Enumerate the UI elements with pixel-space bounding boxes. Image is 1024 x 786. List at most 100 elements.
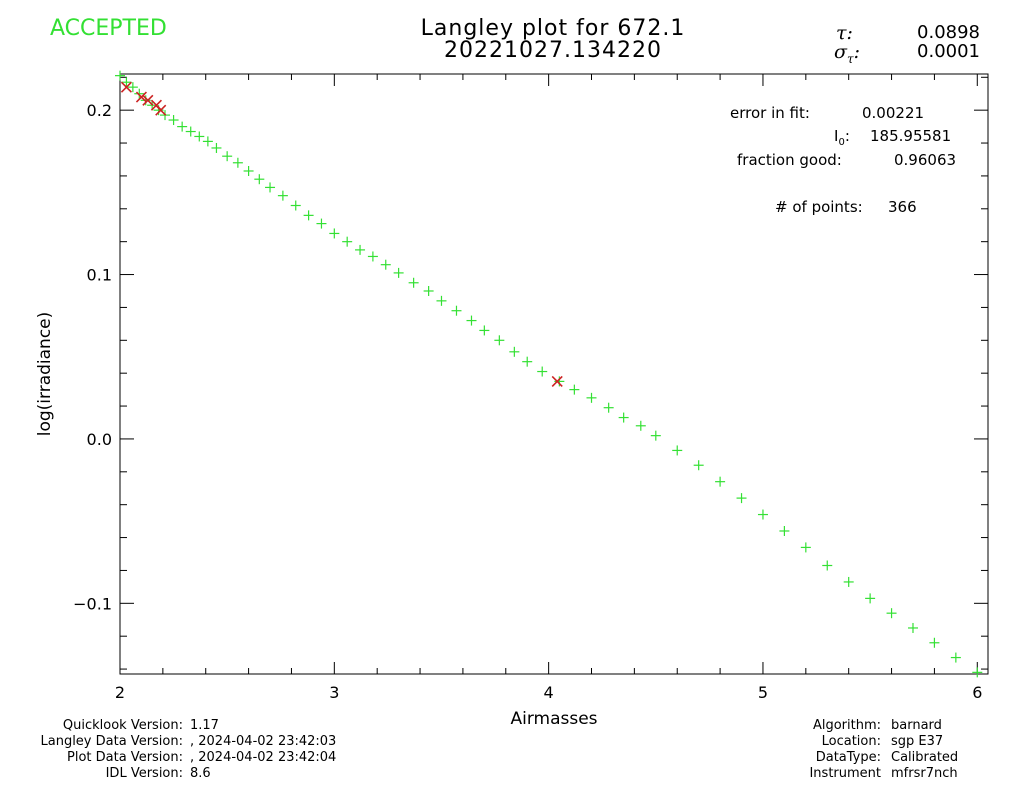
data-point-accepted xyxy=(479,325,490,336)
data-point-accepted xyxy=(194,131,205,142)
data-point-accepted xyxy=(779,525,790,536)
data-point-accepted xyxy=(127,82,138,93)
data-point-accepted xyxy=(303,210,314,221)
i0-value: 185.95581 xyxy=(870,127,952,145)
i0-colon: : xyxy=(844,127,850,145)
data-point-accepted xyxy=(693,460,704,471)
data-point-accepted xyxy=(843,576,854,587)
datatype-value: Calibrated xyxy=(891,750,959,765)
data-point-accepted xyxy=(290,200,301,211)
datatype-label: DataType: xyxy=(815,750,881,765)
location-label: Location: xyxy=(821,734,881,749)
x-axis-label: Airmasses xyxy=(510,709,597,729)
instrument-value: mfrsr7nch xyxy=(891,766,958,781)
y-tick-label: −0.1 xyxy=(73,594,112,613)
data-point-rejected xyxy=(135,91,147,103)
x-tick-label: 4 xyxy=(544,683,554,702)
sigma-symbol: σ xyxy=(834,41,847,63)
chart-subtitle: 20221027.134220 xyxy=(444,38,662,63)
data-point-accepted xyxy=(522,356,533,367)
x-tick-label: 2 xyxy=(115,683,125,702)
data-point-accepted xyxy=(822,560,833,571)
status-accepted: ACCEPTED xyxy=(50,16,167,41)
fraction-good-value: 0.96063 xyxy=(894,151,957,169)
fraction-good-label: fraction good: xyxy=(737,151,842,169)
data-point-accepted xyxy=(672,445,683,456)
y-axis-label: log(irradiance) xyxy=(35,312,55,437)
data-point-accepted xyxy=(232,157,243,168)
data-point-rejected xyxy=(155,104,167,116)
data-point-accepted xyxy=(254,174,265,185)
data-point-accepted xyxy=(586,392,597,403)
data-point-accepted xyxy=(316,218,327,229)
data-point-accepted xyxy=(865,593,876,604)
data-point-accepted xyxy=(907,622,918,633)
data-point-accepted xyxy=(243,165,254,176)
x-tick-label: 3 xyxy=(329,683,339,702)
data-point-accepted xyxy=(554,376,565,387)
points-count-label: # of points: xyxy=(775,198,863,216)
langley-data-version-value: , 2024-04-02 23:42:03 xyxy=(190,734,337,749)
y-tick-label: 0.1 xyxy=(87,266,112,285)
location-value: sgp E37 xyxy=(891,734,944,749)
data-point-accepted xyxy=(537,366,548,377)
data-points xyxy=(115,70,983,678)
y-tick-label: 0.2 xyxy=(87,101,112,120)
data-point-accepted xyxy=(618,412,629,423)
data-point-accepted xyxy=(380,259,391,270)
algorithm-label: Algorithm: xyxy=(812,718,881,733)
data-point-accepted xyxy=(342,236,353,247)
data-point-accepted xyxy=(603,402,614,413)
data-point-accepted xyxy=(408,277,419,288)
sigma-colon: : xyxy=(853,41,861,63)
data-point-accepted xyxy=(277,190,288,201)
data-point-accepted xyxy=(265,182,276,193)
x-tick-label: 5 xyxy=(758,683,768,702)
data-point-accepted xyxy=(367,251,378,262)
data-point-accepted xyxy=(185,126,196,137)
algorithm-value: barnard xyxy=(891,718,942,733)
data-point-accepted xyxy=(222,151,233,162)
chart-title: Langley plot for 672.1 xyxy=(420,16,686,41)
data-point-accepted xyxy=(466,315,477,326)
axis-ticks xyxy=(119,74,988,674)
data-point-accepted xyxy=(950,652,961,663)
data-point-accepted xyxy=(635,420,646,431)
x-tick-label: 6 xyxy=(972,683,982,702)
data-point-accepted xyxy=(509,346,520,357)
data-point-accepted xyxy=(800,542,811,553)
plot-data-version-label: Plot Data Version: xyxy=(67,750,183,765)
data-point-accepted xyxy=(757,509,768,520)
i0-label: I0: xyxy=(834,127,850,148)
data-point-rejected xyxy=(142,94,154,106)
data-point-accepted xyxy=(451,305,462,316)
data-point-accepted xyxy=(329,228,340,239)
axis-tick-labels: 2 3 4 5 6 −0.1 0.0 0.1 0.2 xyxy=(73,101,982,702)
data-point-accepted xyxy=(134,88,145,99)
data-point-accepted xyxy=(494,335,505,346)
data-point-accepted xyxy=(115,70,125,81)
tau-value: 0.0898 xyxy=(917,22,980,43)
data-point-accepted xyxy=(436,295,447,306)
sigma-subscript: τ xyxy=(846,51,854,66)
idl-version-value: 8.6 xyxy=(190,766,211,781)
data-point-rejected xyxy=(551,375,563,387)
data-point-accepted xyxy=(202,136,213,147)
tau-label: τ: xyxy=(836,22,853,44)
langley-data-version-label: Langley Data Version: xyxy=(40,734,184,749)
sigma-tau-label: στ: xyxy=(834,41,860,66)
quicklook-version-value: 1.17 xyxy=(190,718,219,733)
data-point-accepted xyxy=(168,115,179,126)
i0-letter: I xyxy=(834,127,839,145)
idl-version-label: IDL Version: xyxy=(105,766,183,781)
data-point-accepted xyxy=(423,285,434,296)
error-in-fit-value: 0.00221 xyxy=(862,104,925,122)
y-tick-label: 0.0 xyxy=(87,430,112,449)
sigma-tau-value: 0.0001 xyxy=(917,41,980,62)
data-point-accepted xyxy=(393,267,404,278)
i0-subscript: 0 xyxy=(838,137,845,148)
plot-data-version-value: , 2024-04-02 23:42:04 xyxy=(190,750,337,765)
quicklook-version-label: Quicklook Version: xyxy=(62,718,183,733)
data-point-accepted xyxy=(715,476,726,487)
